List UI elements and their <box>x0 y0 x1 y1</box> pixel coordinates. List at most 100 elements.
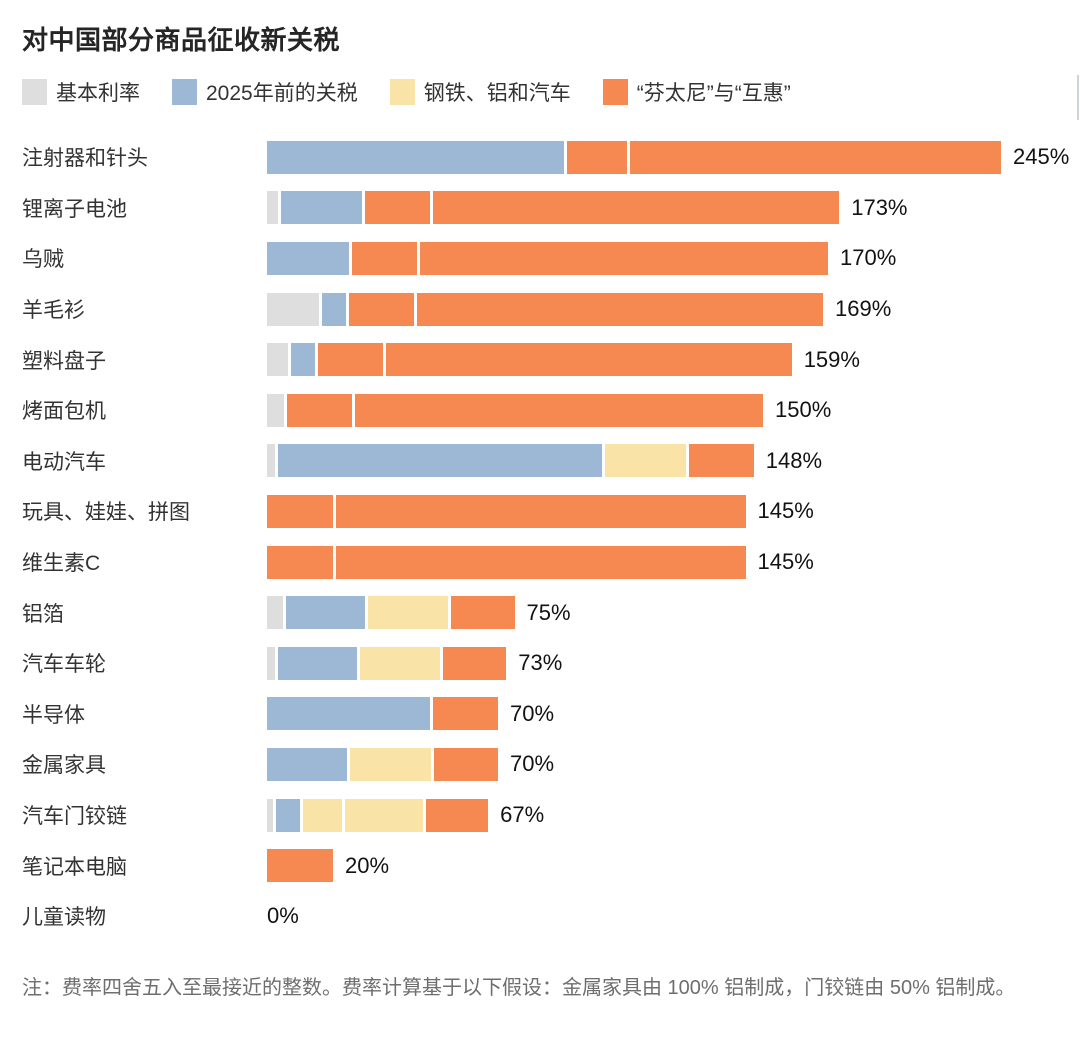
bar-segment-base <box>267 646 275 680</box>
category-label: 铝箔 <box>22 602 64 626</box>
category-label: 汽车门铰链 <box>22 805 127 829</box>
chart-row: 乌贼 170% <box>22 233 1058 284</box>
stacked-bar <box>267 798 489 832</box>
bar-segment-fentanyl <box>287 393 353 427</box>
value-label: 150% <box>774 397 832 423</box>
category-label: 锂离子电池 <box>22 197 127 221</box>
chart-row: 玩具、娃娃、拼图 145% <box>22 486 1058 537</box>
value-label: 159% <box>803 346 860 372</box>
chart-row: 汽车车轮 73% <box>22 638 1058 689</box>
stacked-bar <box>267 697 498 731</box>
bar-rows: 注射器和针头 245% 锂离子电池 173% 乌贼 170% 羊毛衫 169% 塑料盘子 159%… <box>22 132 1069 942</box>
category-label: 注射器和针头 <box>22 147 148 171</box>
chart-title: 对中国部分商品征收新关税 <box>22 25 341 55</box>
bar-segment-fentanyl <box>318 343 384 377</box>
bar-segment-steel_alum_autos <box>604 444 686 478</box>
bar-segment-steel_alum_autos <box>360 646 440 680</box>
bar-segment-fentanyl <box>349 292 415 326</box>
chart-row: 电动汽车 148% <box>22 436 1058 487</box>
chart-row: 半导体 70% <box>22 689 1058 740</box>
bar-segment-fentanyl <box>688 444 754 478</box>
chart-row: 烤面包机 150% <box>22 385 1058 436</box>
stacked-bar <box>267 849 333 883</box>
legend-item-base: 基本利率 <box>22 77 140 107</box>
legend-item-steel_alum_autos: 钢铁、铝和汽车 <box>389 77 571 107</box>
bar-segment-pre2025 <box>267 140 565 174</box>
bar-segment-pre2025 <box>267 747 348 781</box>
stacked-bar <box>267 545 746 579</box>
category-label: 维生素C <box>22 552 101 576</box>
stacked-bar <box>267 494 746 528</box>
bar-segment-fentanyl <box>365 191 431 225</box>
legend-item-pre2025: 2025年前的关税 <box>172 77 358 107</box>
value-label: 70% <box>510 751 555 777</box>
bar-segment-reciprocal <box>629 140 1001 174</box>
bar-segment-pre2025 <box>285 596 366 630</box>
legend-item-fentanyl: “芬太尼”与“互惠” <box>602 77 791 107</box>
value-label: 67% <box>500 802 545 828</box>
bar-segment-pre2025 <box>276 798 300 832</box>
chart-row: 铝箔 75% <box>22 587 1058 638</box>
bar-segment-fentanyl <box>442 646 507 680</box>
value-label: 170% <box>840 245 897 271</box>
value-label: 169% <box>835 296 892 322</box>
bar-segment-base <box>267 292 319 326</box>
category-label: 电动汽车 <box>22 450 106 474</box>
bar-segment-steel_alum_autos <box>368 596 448 630</box>
category-label: 羊毛衫 <box>22 299 85 323</box>
chart-row: 羊毛衫 169% <box>22 284 1058 335</box>
legend-swatch-pre2025 <box>172 79 197 105</box>
stacked-bar <box>267 596 515 630</box>
bar-segment-base <box>267 798 274 832</box>
bar-segment-reciprocal <box>335 494 746 528</box>
stacked-bar <box>267 444 754 478</box>
bar-segment-pre2025 <box>267 697 430 731</box>
chart-row: 注射器和针头 245% <box>22 132 1069 183</box>
value-label: 145% <box>757 549 814 575</box>
chart-row: 塑料盘子 159% <box>22 334 1058 385</box>
category-label: 儿童读物 <box>22 906 106 930</box>
category-label: 金属家具 <box>22 754 106 778</box>
bar-segment-fentanyl <box>450 596 515 630</box>
legend-label: “芬太尼”与“互惠” <box>636 82 791 105</box>
bar-segment-fentanyl <box>351 241 417 275</box>
stacked-bar <box>267 140 1001 174</box>
value-label: 0% <box>267 903 299 929</box>
stacked-bar <box>267 393 763 427</box>
bar-segment-steel_alum_autos <box>302 798 342 832</box>
footnote: 注：费率四舍五入至最接近的整数。费率计算基于以下假设：金属家具由 100% 铝制… <box>22 976 1016 999</box>
category-label: 乌贼 <box>22 248 64 272</box>
chart-row: 汽车门铰链 67% <box>22 790 1058 841</box>
bar-segment-fentanyl <box>433 747 498 781</box>
legend-swatch-base <box>22 79 47 105</box>
stacked-bar <box>267 241 829 275</box>
bar-segment-base <box>267 596 283 630</box>
stacked-bar <box>267 191 840 225</box>
bar-segment-pre2025 <box>267 241 349 275</box>
bar-segment-fentanyl <box>432 697 498 731</box>
stacked-bar <box>267 747 498 781</box>
chart-row: 笔记本电脑 20% <box>22 840 1058 891</box>
bar-segment-base <box>267 393 285 427</box>
bar-segment-reciprocal <box>417 292 824 326</box>
chart-row: 金属家具 70% <box>22 739 1058 790</box>
category-label: 塑料盘子 <box>22 349 106 373</box>
bar-segment-reciprocal <box>386 343 792 377</box>
category-label: 汽车车轮 <box>22 653 106 677</box>
bar-segment-fentanyl <box>425 798 489 832</box>
value-label: 245% <box>1013 144 1070 170</box>
bar-segment-fentanyl <box>267 545 333 579</box>
bar-segment-base <box>267 444 276 478</box>
value-label: 145% <box>757 498 814 524</box>
legend-label: 基本利率 <box>56 82 140 105</box>
bar-segment-steel_alum_autos <box>350 747 431 781</box>
category-label: 半导体 <box>22 703 85 727</box>
stacked-bar <box>267 343 792 377</box>
bar-segment-fentanyl <box>567 140 627 174</box>
value-label: 148% <box>765 447 823 473</box>
stacked-bar <box>267 292 824 326</box>
chart-row: 维生素C 145% <box>22 537 1058 588</box>
bar-segment-reciprocal <box>419 241 829 275</box>
legend-swatch-fentanyl <box>602 79 628 105</box>
category-label: 玩具、娃娃、拼图 <box>22 501 190 525</box>
